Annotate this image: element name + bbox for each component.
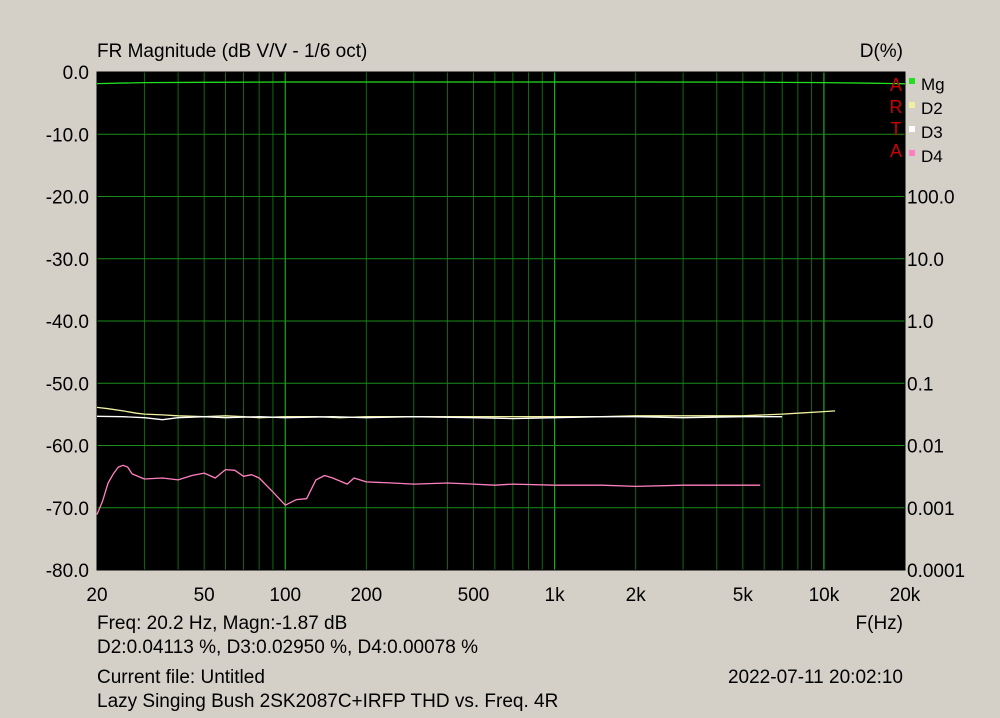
right-tick-label: 0.001: [907, 499, 955, 520]
x-axis-label: F(Hz): [855, 613, 903, 634]
legend-swatch-d2: [909, 102, 915, 108]
x-tick-label: 1k: [545, 585, 566, 606]
left-tick-label: -40.0: [46, 312, 89, 333]
legend-label-d4: D4: [921, 147, 943, 166]
x-tick-label: 100: [269, 585, 301, 606]
legend-swatch-d3: [909, 126, 915, 132]
x-tick-label: 5k: [733, 585, 754, 606]
series-line-d3: [96, 415, 783, 421]
left-tick-label: -20.0: [46, 188, 89, 209]
legend-label-d2: D2: [921, 99, 943, 118]
right-tick-label: 100.0: [907, 188, 955, 209]
series-line-d2: [96, 406, 836, 419]
right-axis-label: D(%): [859, 41, 903, 62]
brand-letter: R: [890, 97, 903, 117]
series-line-d4: [96, 464, 761, 515]
left-tick-label: -30.0: [46, 250, 89, 271]
brand-letter: T: [891, 119, 902, 139]
legend: Mg D2 D3 D4: [909, 75, 945, 166]
series-lines: [96, 81, 906, 515]
legend-swatch-mg: [909, 78, 915, 84]
legend-swatch-d4: [909, 150, 915, 156]
measurement-description: Lazy Singing Bush 2SK2087C+IRFP THD vs. …: [97, 691, 559, 712]
right-tick-label: 10.0: [907, 250, 944, 271]
chart-title: FR Magnitude (dB V/V - 1/6 oct): [97, 41, 368, 62]
left-tick-label: -50.0: [46, 374, 89, 395]
legend-label-d3: D3: [921, 123, 943, 142]
left-tick-label: 0.0: [63, 63, 89, 84]
left-tick-label: -80.0: [46, 561, 89, 582]
plot-frame: [96, 71, 906, 571]
brand-letter: A: [890, 75, 902, 95]
right-axis-tick-labels: 100.0 10.0 1.0 0.1 0.01 0.001 0.0001: [907, 188, 965, 583]
legend-label-mg: Mg: [921, 75, 945, 94]
x-tick-label: 20: [86, 585, 107, 606]
x-tick-label: 50: [194, 585, 215, 606]
brand-letter: A: [890, 141, 902, 161]
series-line-mg: [96, 81, 906, 85]
left-tick-label: -70.0: [46, 499, 89, 520]
x-tick-label: 500: [458, 585, 490, 606]
current-file-label: Current file: Untitled: [97, 667, 265, 688]
timestamp: 2022-07-11 20:02:10: [727, 667, 903, 688]
right-tick-label: 0.1: [907, 374, 933, 395]
cursor-readout-distortion: D2:0.04113 %, D3:0.02950 %, D4:0.00078 %: [97, 637, 478, 658]
x-tick-label: 10k: [809, 585, 840, 606]
left-axis-tick-labels: 0.0 -10.0 -20.0 -30.0 -40.0 -50.0 -60.0 -70.0 -8…: [46, 63, 89, 582]
x-tick-label: 2k: [626, 585, 647, 606]
x-tick-label: 200: [350, 585, 382, 606]
right-tick-label: 1.0: [907, 312, 933, 333]
grid-lines: [96, 71, 906, 571]
right-tick-label: 0.0001: [907, 561, 965, 582]
cursor-readout-freq: Freq: 20.2 Hz, Magn:-1.87 dB: [97, 613, 348, 634]
x-axis-tick-labels: 20 50 100 200 500 1k 2k 5k 10k 20k: [86, 585, 920, 606]
left-tick-label: -60.0: [46, 437, 89, 458]
right-tick-label: 0.01: [907, 437, 944, 458]
x-tick-label: 20k: [890, 585, 921, 606]
left-tick-label: -10.0: [46, 125, 89, 146]
